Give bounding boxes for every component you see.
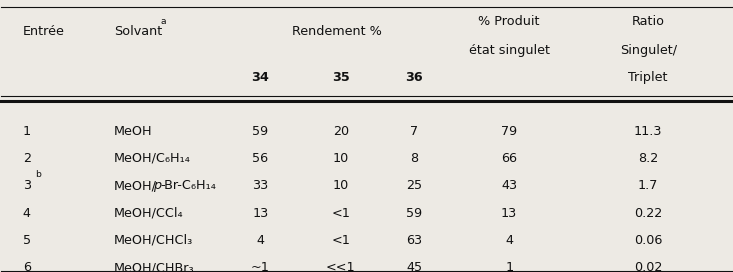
Text: b: b bbox=[35, 170, 41, 179]
Text: 13: 13 bbox=[252, 206, 268, 220]
Text: MeOH: MeOH bbox=[114, 125, 152, 138]
Text: <1: <1 bbox=[331, 234, 350, 247]
Text: 3: 3 bbox=[23, 179, 31, 192]
Text: 8: 8 bbox=[410, 152, 418, 165]
Text: 45: 45 bbox=[406, 261, 422, 272]
Text: 66: 66 bbox=[501, 152, 517, 165]
Text: 25: 25 bbox=[406, 179, 422, 192]
Text: 11.3: 11.3 bbox=[634, 125, 663, 138]
Text: a: a bbox=[161, 17, 166, 26]
Text: MeOH/CCl₄: MeOH/CCl₄ bbox=[114, 206, 184, 220]
Text: Triplet: Triplet bbox=[628, 71, 668, 84]
Text: 0.06: 0.06 bbox=[634, 234, 663, 247]
Text: 63: 63 bbox=[406, 234, 422, 247]
Text: % Produit: % Produit bbox=[479, 15, 540, 28]
Text: 1.7: 1.7 bbox=[638, 179, 658, 192]
Text: MeOH/C₆H₁₄: MeOH/C₆H₁₄ bbox=[114, 152, 191, 165]
Text: 56: 56 bbox=[252, 152, 268, 165]
Text: 36: 36 bbox=[405, 71, 423, 84]
Text: 20: 20 bbox=[333, 125, 349, 138]
Text: ~1: ~1 bbox=[251, 261, 270, 272]
Text: Solvant: Solvant bbox=[114, 25, 162, 38]
Text: 4: 4 bbox=[505, 234, 513, 247]
Text: 34: 34 bbox=[251, 71, 269, 84]
Text: 79: 79 bbox=[501, 125, 517, 138]
Text: 59: 59 bbox=[406, 206, 422, 220]
Text: 59: 59 bbox=[252, 125, 268, 138]
Text: 35: 35 bbox=[332, 71, 350, 84]
Text: Singulet/: Singulet/ bbox=[619, 44, 677, 57]
Text: <1: <1 bbox=[331, 206, 350, 220]
Text: état singulet: état singulet bbox=[468, 44, 550, 57]
Text: Rendement %: Rendement % bbox=[292, 25, 382, 38]
Text: 10: 10 bbox=[333, 179, 349, 192]
Text: 43: 43 bbox=[501, 179, 517, 192]
Text: 7: 7 bbox=[410, 125, 418, 138]
Text: <<1: <<1 bbox=[326, 261, 356, 272]
Text: 33: 33 bbox=[252, 179, 268, 192]
Text: 4: 4 bbox=[23, 206, 31, 220]
Text: p: p bbox=[153, 179, 161, 192]
Text: 1: 1 bbox=[23, 125, 31, 138]
Text: Entrée: Entrée bbox=[23, 25, 65, 38]
Text: 6: 6 bbox=[23, 261, 31, 272]
Text: 10: 10 bbox=[333, 152, 349, 165]
Text: -Br-C₆H₁₄: -Br-C₆H₁₄ bbox=[161, 179, 216, 192]
Text: 13: 13 bbox=[501, 206, 517, 220]
Text: Ratio: Ratio bbox=[632, 15, 665, 28]
Text: 2: 2 bbox=[23, 152, 31, 165]
Text: 1: 1 bbox=[505, 261, 513, 272]
Text: MeOH/CHBr₃: MeOH/CHBr₃ bbox=[114, 261, 195, 272]
Text: 8.2: 8.2 bbox=[638, 152, 658, 165]
Text: 5: 5 bbox=[23, 234, 31, 247]
Text: MeOH/CHCl₃: MeOH/CHCl₃ bbox=[114, 234, 194, 247]
Text: 0.02: 0.02 bbox=[634, 261, 663, 272]
Text: MeOH/: MeOH/ bbox=[114, 179, 157, 192]
Text: 0.22: 0.22 bbox=[634, 206, 663, 220]
Text: 4: 4 bbox=[257, 234, 265, 247]
